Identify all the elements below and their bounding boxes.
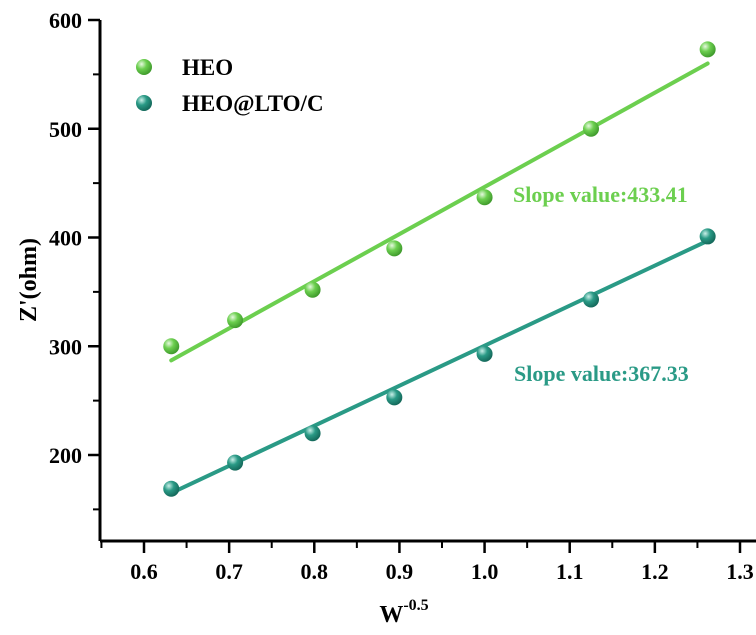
annotation-heo-slope: Slope value:433.41 xyxy=(513,182,688,207)
data-points xyxy=(163,41,716,497)
data-point-series-0 xyxy=(163,338,180,355)
data-point-series-0 xyxy=(386,240,403,257)
x-tick-label: 0.9 xyxy=(386,559,414,584)
x-axis-title-superscript: -0.5 xyxy=(403,597,428,614)
y-tick-label: 500 xyxy=(49,117,82,142)
data-point-series-1 xyxy=(476,345,493,362)
data-point-series-1 xyxy=(227,454,244,471)
data-point-series-0 xyxy=(304,281,321,298)
x-tick-label: 1.1 xyxy=(556,559,584,584)
ticks xyxy=(88,18,742,553)
data-point-series-0 xyxy=(699,41,716,58)
data-point-series-1 xyxy=(699,228,716,245)
data-point-series-1 xyxy=(163,480,180,497)
data-point-series-1 xyxy=(386,389,403,406)
fit-lines xyxy=(169,61,710,496)
annotation-heo-lto-c-slope: Slope value:367.33 xyxy=(514,361,689,386)
x-axis-title: W-0.5 xyxy=(379,597,428,628)
data-point-series-1 xyxy=(583,291,599,308)
x-tick-label: 1.0 xyxy=(471,559,499,584)
legend-label-heo: HEO xyxy=(182,55,233,80)
data-point-series-1 xyxy=(304,425,321,442)
y-tick-label: 200 xyxy=(49,443,82,468)
y-tick-label: 300 xyxy=(49,334,82,359)
y-tick-label: 600 xyxy=(49,8,82,33)
y-axis-title: Z'(ohm) xyxy=(16,238,42,322)
data-point-series-0 xyxy=(476,189,493,206)
tick-labels: 0.6 0.7 0.8 0.9 1.0 1.1 1.2 1.3 200 300 400 500 600 xyxy=(49,8,754,584)
x-tick-label: 0.8 xyxy=(301,559,329,584)
x-tick-label: 0.7 xyxy=(215,559,243,584)
x-axis-title-base: W xyxy=(379,602,403,628)
x-tick-label: 1.3 xyxy=(726,559,754,584)
x-tick-label: 1.2 xyxy=(641,559,669,584)
legend-label-heo-lto-c: HEO@LTO/C xyxy=(182,91,324,117)
fit-line-series-1 xyxy=(169,238,710,496)
legend-marker-heo xyxy=(136,59,152,75)
legend: HEO HEO@LTO/C xyxy=(136,55,324,117)
x-tick-label: 0.6 xyxy=(130,559,158,584)
y-tick-label: 400 xyxy=(49,226,82,251)
legend-marker-heo-lto-c xyxy=(136,95,152,111)
fit-line-series-0 xyxy=(169,61,710,363)
data-point-series-0 xyxy=(227,312,244,329)
data-point-series-0 xyxy=(583,120,599,137)
